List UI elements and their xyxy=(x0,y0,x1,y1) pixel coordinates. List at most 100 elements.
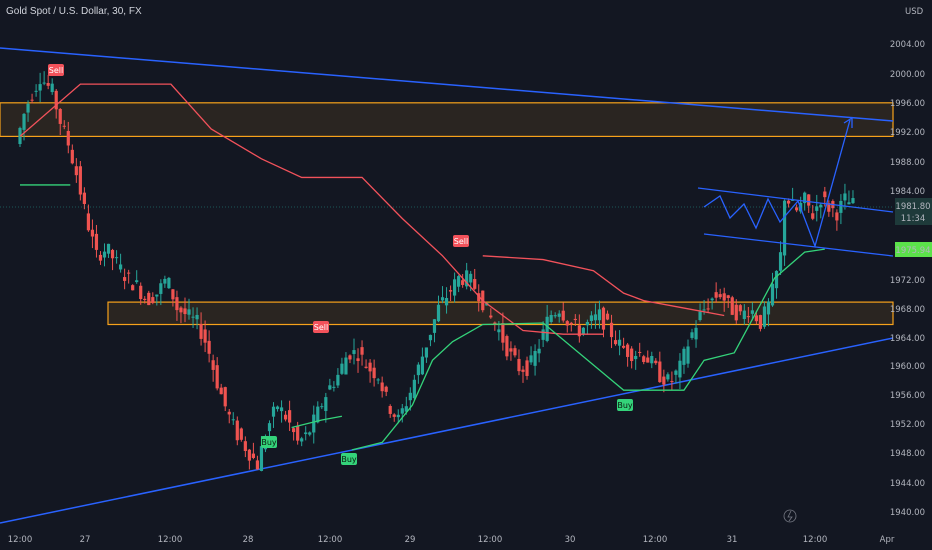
candle-body xyxy=(847,202,851,205)
candle-body xyxy=(658,361,662,383)
candle-body xyxy=(678,360,682,378)
candle-body xyxy=(279,407,284,412)
candle-body xyxy=(529,355,533,363)
candle-body xyxy=(163,278,167,284)
x-tick-label: Apr xyxy=(880,535,895,545)
candle-body xyxy=(38,84,42,91)
candle-body xyxy=(589,315,594,321)
candle-body xyxy=(376,379,380,381)
buy-signal xyxy=(617,399,633,411)
candle-body xyxy=(372,367,376,379)
candle-body xyxy=(597,309,602,321)
candle-body xyxy=(762,306,767,327)
y-tick-label: 1992.00 xyxy=(890,128,925,138)
candle-body xyxy=(601,307,606,330)
candle-body xyxy=(267,423,272,432)
candle-body xyxy=(750,310,754,314)
sell-signal xyxy=(313,321,329,333)
buy-signal xyxy=(341,453,357,465)
candle-body xyxy=(30,99,34,101)
candle-body xyxy=(473,279,477,289)
candle-body xyxy=(533,351,537,366)
x-tick-label: 27 xyxy=(80,535,91,545)
candle-body xyxy=(66,130,70,146)
y-tick-label: 1956.00 xyxy=(890,391,925,401)
buy-signal xyxy=(261,436,277,448)
candle-body xyxy=(521,369,525,372)
candle-body xyxy=(54,90,58,110)
candle-body xyxy=(255,460,260,470)
candle-body xyxy=(674,370,678,375)
candle-body xyxy=(638,351,642,353)
candle-body xyxy=(332,386,336,388)
candle-body xyxy=(702,309,706,311)
candle-body xyxy=(622,345,626,348)
candle-body xyxy=(352,350,356,354)
candle-body xyxy=(428,334,433,341)
candle-body xyxy=(42,82,46,84)
candle-body xyxy=(288,410,292,423)
candle-body xyxy=(368,362,372,372)
candle-body xyxy=(171,289,175,300)
candle-body xyxy=(219,387,223,395)
candle-body xyxy=(477,293,481,302)
candle-body xyxy=(304,432,308,435)
candle-body xyxy=(179,307,183,313)
candle-body xyxy=(143,298,147,300)
candle-body xyxy=(823,191,827,198)
candle-body xyxy=(509,348,513,352)
candle-body xyxy=(778,252,783,271)
sell-signal-label: Sell xyxy=(49,66,63,75)
candle-body xyxy=(123,277,127,281)
candle-body xyxy=(432,319,437,333)
candle-body xyxy=(227,411,231,415)
candle-body xyxy=(340,363,344,374)
candle-body xyxy=(283,414,288,420)
flag-upper-line xyxy=(697,187,894,213)
candle-body xyxy=(770,283,775,306)
candle-body xyxy=(392,414,396,417)
candle-body xyxy=(565,321,569,326)
candle-body xyxy=(811,213,815,219)
candle-body xyxy=(211,360,215,370)
candle-body xyxy=(585,321,589,326)
candle-body xyxy=(364,366,368,368)
candle-body xyxy=(94,233,99,250)
lightning-bolt xyxy=(787,510,793,522)
candle-body xyxy=(726,295,730,298)
candle-body xyxy=(312,414,316,433)
supertrend-up-2 xyxy=(291,415,343,429)
candle-body xyxy=(344,357,348,375)
candle-body xyxy=(320,406,324,408)
candle-body xyxy=(316,406,320,423)
candle-body xyxy=(501,323,505,343)
candle-body xyxy=(581,327,585,335)
candle-body xyxy=(730,297,734,315)
candle-body xyxy=(646,357,650,363)
candle-body xyxy=(155,294,159,297)
candle-body xyxy=(50,83,54,93)
candle-body xyxy=(609,322,614,338)
candle-body xyxy=(505,336,509,357)
candle-body xyxy=(706,308,710,310)
candle-body xyxy=(786,200,791,204)
candle-body xyxy=(292,428,296,433)
candle-body xyxy=(742,310,746,319)
candle-body xyxy=(766,301,771,315)
candle-body xyxy=(738,305,742,312)
buy-signal-label: Buy xyxy=(261,438,277,447)
candle-body xyxy=(577,325,581,337)
candle-body xyxy=(215,365,219,389)
candle-body xyxy=(694,327,698,340)
candle-body xyxy=(807,194,811,206)
candle-body xyxy=(714,292,718,298)
candle-body xyxy=(573,318,577,321)
candle-body xyxy=(803,192,807,204)
y-tick-label: 1988.00 xyxy=(890,158,925,168)
x-tick-label: 12:00 xyxy=(803,535,828,545)
candle-body xyxy=(851,198,855,204)
candle-body xyxy=(106,243,111,254)
candle-body xyxy=(795,207,799,211)
candle-body xyxy=(416,364,420,376)
